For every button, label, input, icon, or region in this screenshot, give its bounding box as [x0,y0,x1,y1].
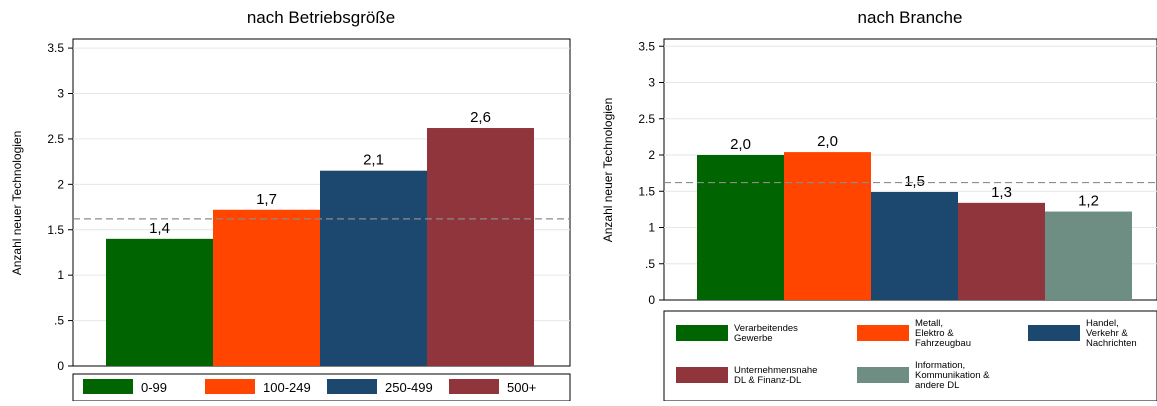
legend-swatch [676,367,728,383]
bar-value-label: 2,1 [363,152,384,169]
bar-value-label: 1,5 [904,173,925,190]
legend-swatch [83,379,133,394]
y-axis-label: Anzahl neuer Technologien [601,98,615,243]
y-tick-label: 2.5 [638,112,655,126]
legend-swatch [449,379,499,394]
y-tick-label: 2.5 [47,132,64,146]
bar [697,155,784,300]
y-tick-label: 3.5 [638,39,655,53]
legend-label-line: Fahrzeugbau [915,338,971,349]
y-tick-label: 3.5 [47,41,64,55]
legend-swatch [327,379,377,394]
legend-label: Metall, Elektro & Fahrzeugbau [915,318,971,349]
legend-swatch [205,379,255,394]
y-tick-label: 0 [57,359,64,373]
bar [213,209,320,366]
y-tick-label: .5 [645,257,655,271]
y-tick-label: .5 [54,314,64,328]
chart-title: nach Branche [858,8,963,27]
y-tick-label: 3 [648,76,655,90]
legend-swatch [676,325,728,341]
bar-value-label: 2,0 [817,133,838,150]
y-tick-label: 1.5 [47,223,64,237]
y-tick-label: 2 [648,148,655,162]
y-axis-label: Anzahl neuer Technologien [10,131,24,276]
legend-label-line: Verarbeitendes [734,323,798,334]
chart-title: nach Betriebsgröße [247,8,395,27]
y-tick-label: 2 [57,177,64,191]
bar [958,202,1045,300]
legend-label-line: Metall, [915,318,943,329]
bar-value-label: 1,3 [991,184,1012,201]
legend-label-line: Nachrichten [1086,338,1137,349]
legend-label-line: andere DL [915,380,959,391]
y-tick-label: 1.5 [638,184,655,198]
bar [106,238,213,366]
bar [427,128,534,366]
bar-value-label: 2,0 [730,136,751,153]
chart-panel-2: nach Branche 0 .5 1 1.5 2 2.5 3 3.5 Anzahl neuer … [601,8,1157,402]
legend-label-line: Gewerbe [734,333,773,344]
bar-value-label: 1,4 [149,220,170,237]
chart-panel-1: nach Betriebsgröße 0 .5 1 1.5 2 2.5 3 3.5 Anzahl … [10,8,571,402]
legend-label-line: Verkehr & [1086,328,1128,339]
legend-label: 100-249 [263,380,311,395]
legend-label: Unternehmensnahe DL & Finanz-DL [734,365,817,386]
legend-label: Verarbeitendes Gewerbe [734,323,798,344]
y-tick-label: 1 [648,221,655,235]
bar [1045,211,1132,300]
bar [871,191,958,300]
y-tick-label: 0 [648,293,655,307]
legend-label-line: DL & Finanz-DL [734,375,801,386]
bar [320,170,427,366]
y-tick-label: 3 [57,87,64,101]
legend-label-line: Unternehmensnahe [734,365,817,376]
legend-label-line: Elektro & [915,328,954,339]
legend-label: Handel, Verkehr & Nachrichten [1086,318,1137,349]
bar-value-label: 1,2 [1078,193,1099,210]
bar-value-label: 2,6 [470,109,491,126]
bar-value-label: 1,7 [256,191,277,208]
legend-label: 500+ [507,380,536,395]
legend-label: 250-499 [385,380,433,395]
y-tick-label: 1 [57,268,64,282]
legend-swatch [857,367,909,383]
legend-swatch [857,325,909,341]
bar [784,152,871,300]
legend-swatch [1028,325,1080,341]
legend-label-line: Kommunikation & [915,370,990,381]
legend-label-line: Handel, [1086,318,1119,329]
legend-label: Information, Kommunikation & andere DL [915,360,990,391]
legend: 0-99 100-249 250-499 500+ [72,373,571,402]
legend: Verarbeitendes Gewerbe Metall, Elektro & Fah… [663,310,1157,402]
legend-label: 0-99 [141,380,167,395]
legend-label-line: Information, [915,360,965,371]
